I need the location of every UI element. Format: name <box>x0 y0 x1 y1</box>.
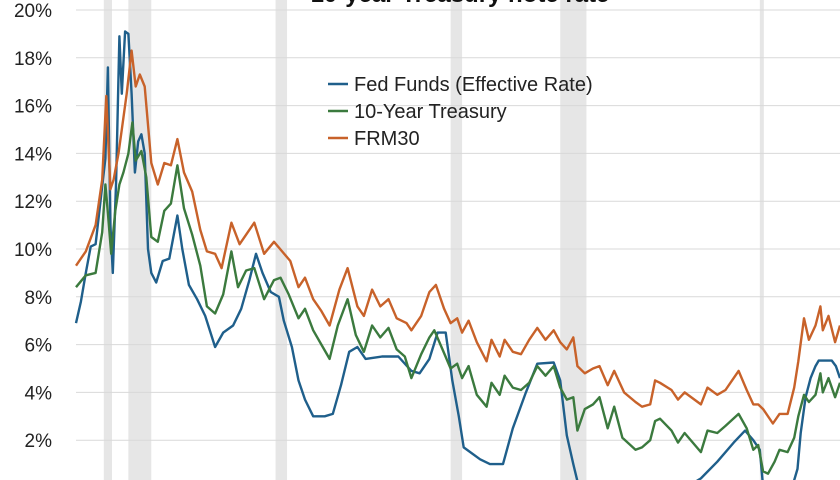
series-line-0 <box>74 30 840 480</box>
y-tick-label: 18% <box>14 49 52 70</box>
legend-label-2: FRM30 <box>354 128 420 150</box>
chart-title: 10-year Treasury note rate <box>311 0 610 8</box>
legend: Fed Funds (Effective Rate) 10-Year Treasu… <box>328 74 593 150</box>
y-tick-label: 4% <box>25 383 53 404</box>
gridlines <box>76 9 840 441</box>
recession-band-5 <box>759 0 764 480</box>
recession-band-3 <box>450 0 463 480</box>
y-tick-label: 2% <box>25 431 53 452</box>
y-tick-label: 6% <box>25 336 53 357</box>
y-tick-label: 20% <box>14 1 52 22</box>
y-axis-tick-labels: 0%2%4%6%8%10%12%14%16%18%20% <box>14 1 52 480</box>
y-tick-label: 16% <box>14 97 52 118</box>
series-line-2 <box>75 49 840 425</box>
recession-band-2 <box>275 0 288 480</box>
series-lines <box>74 30 840 480</box>
y-tick-label: 8% <box>25 288 53 309</box>
y-tick-label: 12% <box>14 192 52 213</box>
recession-band-1 <box>128 0 152 480</box>
legend-label-1: 10-Year Treasury <box>354 101 507 123</box>
recession-band-0 <box>103 0 112 480</box>
series-line-1 <box>75 121 840 475</box>
y-tick-label: 10% <box>14 240 52 261</box>
legend-label-0: Fed Funds (Effective Rate) <box>354 74 593 96</box>
y-tick-label: 14% <box>14 144 52 165</box>
